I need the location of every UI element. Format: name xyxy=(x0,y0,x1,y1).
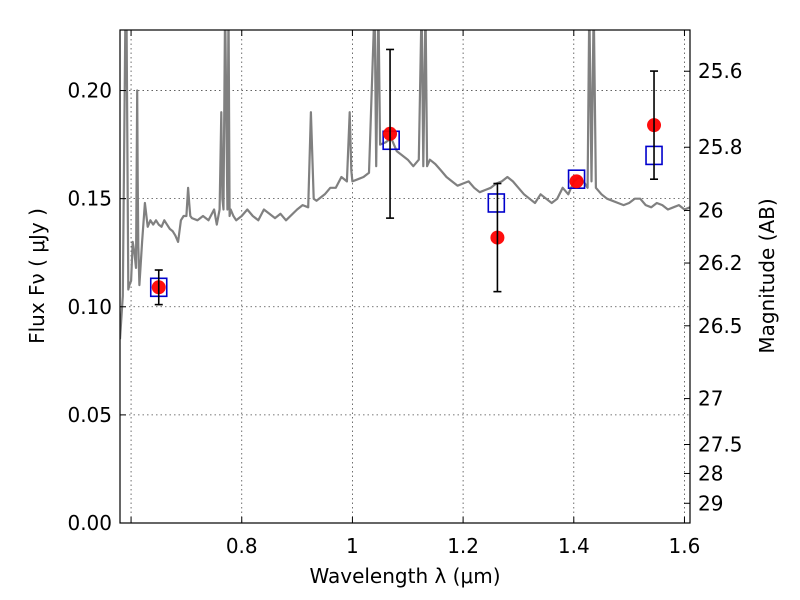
axes-frame xyxy=(119,29,691,524)
mag-tick-label: 26 xyxy=(698,198,723,222)
right-axis-ticks: 25.6 25.8 26 26.2 26.5 27 27.5 28 29 xyxy=(684,59,743,515)
error-bars xyxy=(154,48,659,306)
grid-lines xyxy=(120,30,690,524)
mag-tick-label: 25.8 xyxy=(698,135,743,159)
x-tick-label: 1.6 xyxy=(669,534,701,558)
x-tick-label: 0.8 xyxy=(226,534,258,558)
mag-tick-label: 27 xyxy=(698,387,723,411)
x-tick-label: 1.4 xyxy=(558,534,590,558)
observed-flux-point xyxy=(569,174,584,189)
y-axis-ticks: 0.00 0.05 0.10 0.15 0.20 xyxy=(67,79,126,535)
right-axis-title: Magnitude (AB) xyxy=(755,198,779,353)
y-tick-label: 0.20 xyxy=(67,79,112,103)
y-axis-title: Flux Fν ( μJy ) xyxy=(25,208,49,344)
x-axis-title: Wavelength λ (μm) xyxy=(309,564,500,588)
mag-tick-label: 27.5 xyxy=(698,432,743,456)
mag-tick-label: 25.6 xyxy=(698,59,743,83)
x-tick-label: 1.2 xyxy=(447,534,479,558)
x-axis-ticks: 0.8 1 1.2 1.4 1.6 xyxy=(130,30,701,558)
model-photometry-square xyxy=(487,193,506,213)
mag-tick-label: 26.5 xyxy=(698,314,743,338)
y-tick-label: 0.05 xyxy=(67,403,112,427)
mag-tick-label: 29 xyxy=(698,491,723,515)
y-tick-label: 0.15 xyxy=(67,187,112,211)
y-tick-label: 0.00 xyxy=(67,511,112,535)
mag-tick-label: 26.2 xyxy=(698,251,743,275)
x-tick-label: 1 xyxy=(346,534,359,558)
y-tick-label: 0.10 xyxy=(67,295,112,319)
mag-tick-label: 28 xyxy=(698,461,723,485)
